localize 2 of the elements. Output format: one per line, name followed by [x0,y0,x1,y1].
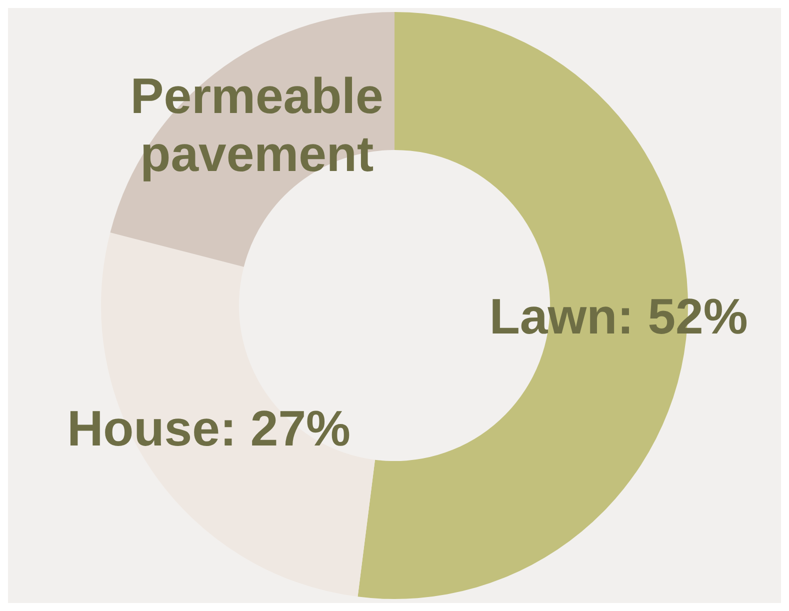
slice-label: House: 27% [67,400,351,456]
slice-label: Permeable pavement [130,68,384,182]
